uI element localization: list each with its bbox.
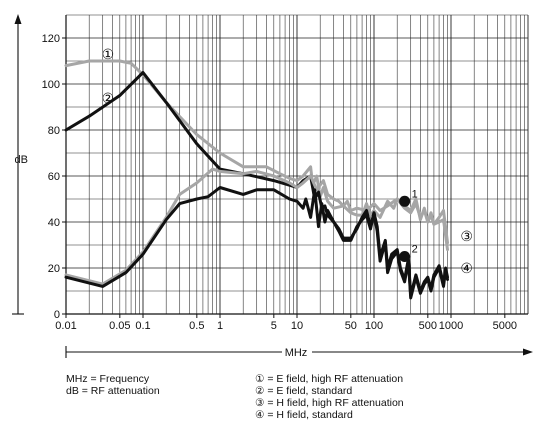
legend-left-0: MHz = Frequency (66, 373, 150, 385)
y-tick-label: 80 (48, 125, 60, 137)
y-axis-label: dB (15, 154, 28, 166)
axes: 0 20 40 60 80 100 120 0.01 0.05 0.1 0.5 1 5 10 50 100 50… (12, 14, 533, 358)
legend-right-0: ① = E field, high RF attenuation (255, 373, 403, 385)
series-annotation-3: ③ (460, 228, 473, 244)
y-tick-label: 60 (48, 171, 60, 183)
db-arrow-head (14, 14, 22, 24)
marker-dot-2 (399, 251, 411, 262)
marker-dot-label-2: 2 (412, 244, 418, 256)
series-annotation-4: ④ (460, 260, 473, 276)
x-tick-label: 10 (291, 320, 303, 332)
legend-left-1: dB = RF attenuation (66, 385, 160, 397)
x-tick-label: 5000 (493, 320, 517, 332)
marker-dot-label-1: 1 (412, 188, 418, 200)
y-tick-label: 120 (42, 33, 60, 45)
x-tick-label: 0.5 (189, 320, 204, 332)
legend-right-3: ④ = H field, standard (255, 409, 353, 421)
y-tick-label: 20 (48, 263, 60, 275)
legend-right-2: ③ = H field, high RF attenuation (255, 397, 404, 409)
x-tick-label: 0.1 (135, 320, 150, 332)
x-tick-label: 1 (217, 320, 223, 332)
y-tick-label: 100 (42, 79, 60, 91)
y-tick-label: 40 (48, 217, 60, 229)
x-tick-label: 5 (271, 320, 277, 332)
grid (65, 14, 529, 314)
x-tick-label: 0.05 (109, 320, 130, 332)
x-axis-label: MHz (285, 347, 308, 359)
marker-group: ① ② ③ ④ 1 2 (102, 46, 473, 276)
series-annotation-1: ① (102, 46, 115, 62)
legend-right-1: ② = E field, standard (255, 385, 352, 397)
x-tick-label: 100 (365, 320, 383, 332)
y-tick-label: 0 (54, 309, 60, 321)
x-tick-label: 1000 (439, 320, 463, 332)
x-tick-label: 500 (419, 320, 437, 332)
x-tick-label: 50 (345, 320, 357, 332)
marker-dot-1 (399, 195, 411, 207)
x-tick-label: 0.01 (55, 320, 76, 332)
series-annotation-2: ② (102, 90, 115, 106)
series-line-4 (64, 186, 449, 300)
series-group (64, 59, 449, 300)
series-line-3 (64, 167, 449, 286)
label-group: dB MHz MHz = Frequency dB = RF attenuati… (15, 154, 404, 421)
mhz-arrow-head (523, 348, 533, 356)
